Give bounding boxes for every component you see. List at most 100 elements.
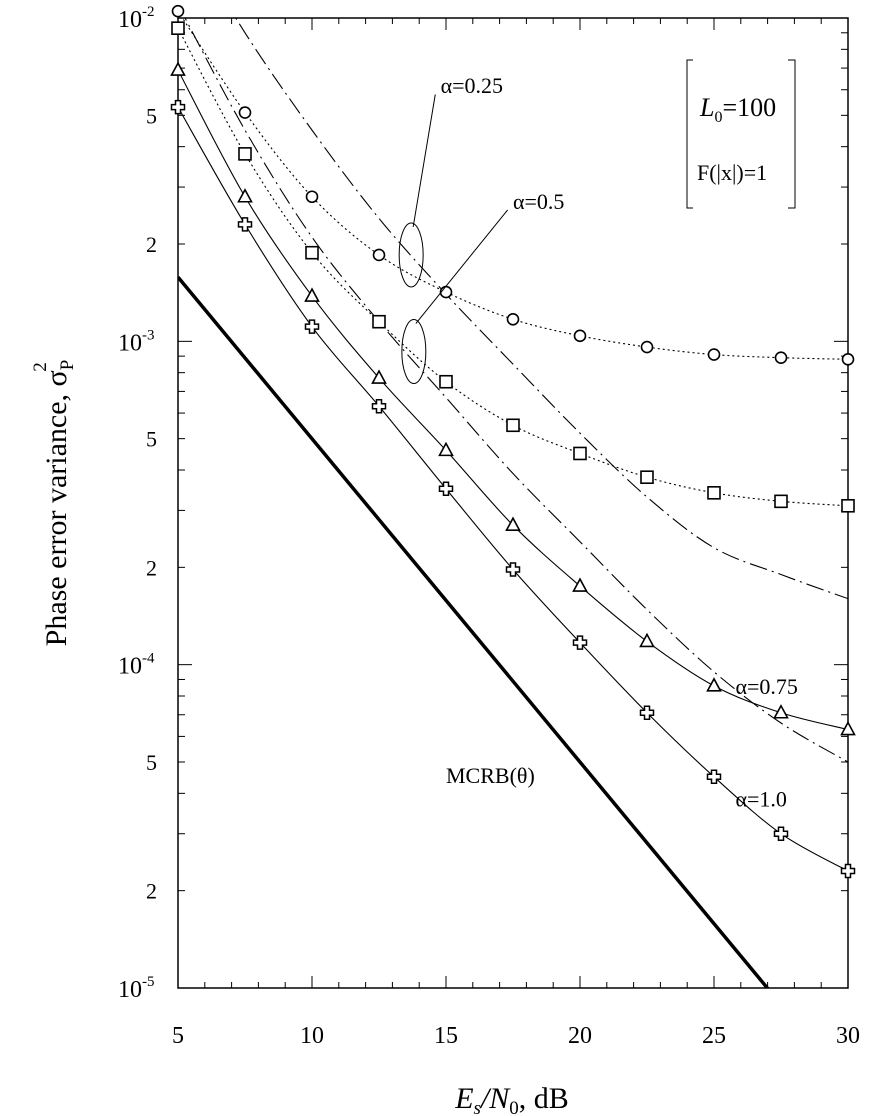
data-point-square: [439, 374, 453, 389]
data-point-triangle: [706, 677, 722, 692]
data-point-square: [305, 245, 319, 260]
data-point-square: [372, 314, 386, 329]
data-point-plus: [706, 769, 722, 785]
y-minor-label: 2: [146, 232, 157, 257]
x-axis-title-unit: , dB: [519, 1082, 569, 1115]
data-point-circle: [506, 312, 520, 326]
x-axis-title-ns: 0: [509, 1098, 519, 1116]
y-axis-title: Phase error variance, σP2: [30, 360, 78, 647]
data-point-triangle: [170, 61, 186, 76]
x-tick-label: 10: [300, 1023, 324, 1049]
markers: [170, 4, 856, 879]
data-point-plus: [438, 481, 454, 497]
annotation-2: α=0.75: [735, 674, 797, 699]
data-point-triangle: [572, 577, 588, 592]
data-point-circle: [238, 106, 252, 119]
y-axis-title-sup: 2: [30, 362, 51, 372]
y-minor-label: 5: [146, 750, 157, 775]
data-point-circle: [707, 348, 721, 361]
data-point-circle: [640, 340, 654, 354]
series-line-6: [178, 275, 770, 988]
data-point-triangle: [505, 516, 521, 531]
data-point-square: [774, 494, 788, 509]
data-point-circle: [305, 190, 319, 204]
annotation-1: α=0.5: [513, 189, 564, 214]
y-axis-title-sub: P: [57, 360, 78, 371]
data-point-circle: [573, 329, 587, 343]
data-point-plus: [572, 635, 588, 650]
callout-leader-1: [415, 209, 509, 324]
data-point-circle: [774, 351, 788, 364]
x-tick-labels: 5 10 15 20 25 30: [172, 1023, 860, 1049]
data-point-square: [238, 147, 252, 161]
legend-l0-main: L: [699, 93, 714, 122]
y-decade-label: 10-2: [118, 4, 155, 33]
y-tick-labels: 10-2 10-3 10-4 10-5 5 2 5 2 5 2: [118, 4, 157, 1003]
data-point-plus: [170, 99, 186, 115]
data-point-plus: [840, 863, 856, 879]
data-point-plus: [505, 562, 521, 577]
data-point-square: [573, 446, 587, 461]
series-line-4: [235, 18, 848, 600]
legend-bracket-right: [788, 59, 796, 209]
y-minor-label: 5: [146, 103, 157, 128]
callouts: [398, 94, 509, 385]
data-point-square: [841, 498, 855, 513]
data-point-plus: [773, 826, 789, 841]
data-point-plus: [304, 319, 320, 334]
x-tick-label: 5: [172, 1023, 184, 1049]
x-axis-title: Es/N0, dB: [454, 1082, 569, 1116]
legend-f: F(|x|)=1: [697, 160, 767, 185]
data-point-triangle: [840, 720, 856, 736]
x-axis-title-e: E: [454, 1082, 473, 1115]
series-line-3: [178, 106, 848, 872]
y-decade-label: 10-5: [118, 974, 155, 1003]
data-point-square: [640, 470, 654, 485]
y-decade-label: 10-3: [118, 327, 155, 356]
data-point-triangle: [773, 704, 789, 719]
data-point-triangle: [304, 287, 320, 302]
legend-l0-value: =100: [722, 93, 776, 122]
data-point-circle: [171, 4, 185, 18]
y-decade-label: 10-4: [118, 651, 155, 680]
series-line-0: [181, 18, 848, 360]
data-point-plus: [371, 398, 387, 414]
data-point-square: [707, 486, 721, 500]
y-axis-title-text: Phase error variance,: [40, 386, 73, 646]
x-axis-title-n: N: [488, 1082, 511, 1115]
data-point-plus: [237, 217, 253, 232]
y-minor-label: 2: [146, 879, 157, 904]
data-point-triangle: [438, 441, 454, 457]
callout-ellipse-0: [398, 222, 424, 288]
data-point-triangle: [639, 632, 655, 648]
data-point-square: [171, 21, 185, 35]
x-tick-label: 30: [836, 1023, 860, 1049]
legend-bracket-left: [686, 59, 693, 209]
data-point-triangle: [237, 188, 253, 203]
legend-box: L0=100 F(|x|)=1: [686, 59, 796, 209]
annotation-3: α=1.0: [735, 787, 786, 812]
curves: [178, 18, 848, 988]
legend-l0: L0=100: [699, 93, 776, 126]
x-tick-label: 25: [702, 1023, 726, 1049]
annotation-0: α=0.25: [441, 73, 503, 98]
data-point-circle: [372, 248, 386, 262]
x-axis-title-es: s: [474, 1098, 481, 1116]
data-point-plus: [639, 705, 655, 721]
y-minor-label: 5: [146, 427, 157, 452]
data-point-square: [506, 418, 520, 433]
data-point-triangle: [371, 369, 387, 384]
x-tick-label: 20: [568, 1023, 592, 1049]
y-minor-label: 2: [146, 555, 157, 580]
callout-leader-0: [412, 94, 436, 228]
series-line-5: [184, 18, 848, 763]
y-axis-title-sigma: σ: [40, 370, 73, 386]
data-point-circle: [841, 352, 855, 366]
annotations: α=0.25 α=0.5 α=0.75 α=1.0 MCRB(θ): [441, 73, 798, 812]
x-axis-title-slash: /: [479, 1082, 492, 1115]
axis-ticks: [177, 17, 849, 989]
legend-l0-sub: 0: [714, 109, 722, 126]
data-point-circle: [439, 285, 453, 299]
series-line-1: [178, 27, 848, 507]
